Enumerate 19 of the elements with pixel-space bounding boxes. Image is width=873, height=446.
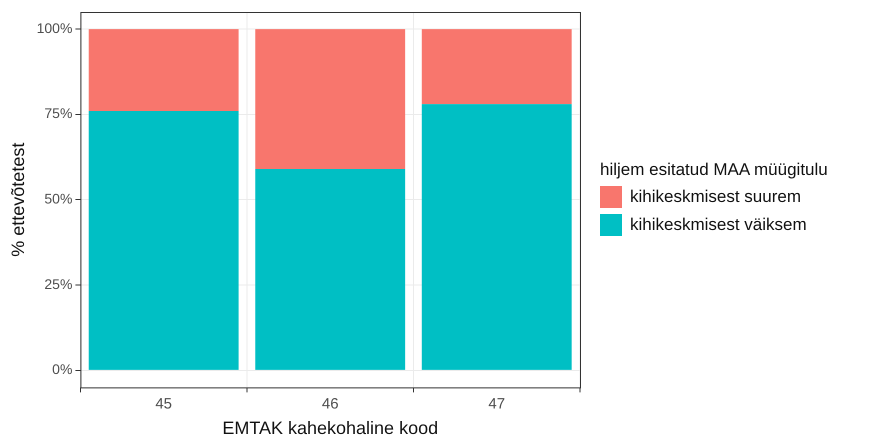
y-tick-label: 0%	[52, 361, 72, 378]
bar	[255, 168, 406, 370]
x-tick-label: 45	[155, 396, 172, 413]
y-tick-label: 25%	[44, 276, 72, 292]
bar	[88, 110, 239, 370]
y-axis-title: % ettevõtetest	[8, 142, 28, 257]
x-tick-label: 46	[322, 396, 339, 413]
legend-label: kihikeskmisest väiksem	[630, 215, 807, 235]
y-tick-label: 75%	[44, 105, 72, 122]
y-tick-label: 50%	[44, 190, 72, 207]
y-tick-label: 100%	[36, 20, 72, 36]
x-tick-label: 47	[488, 396, 506, 413]
legend-label: kihikeskmisest suurem	[630, 187, 801, 207]
bar	[255, 29, 406, 169]
x-axis-title: EMTAK kahekohaline kood	[222, 418, 438, 438]
bar	[88, 29, 239, 111]
bar	[422, 29, 572, 104]
legend-title: hiljem esitatud MAA müügitulu	[600, 160, 828, 180]
bar	[422, 104, 572, 370]
